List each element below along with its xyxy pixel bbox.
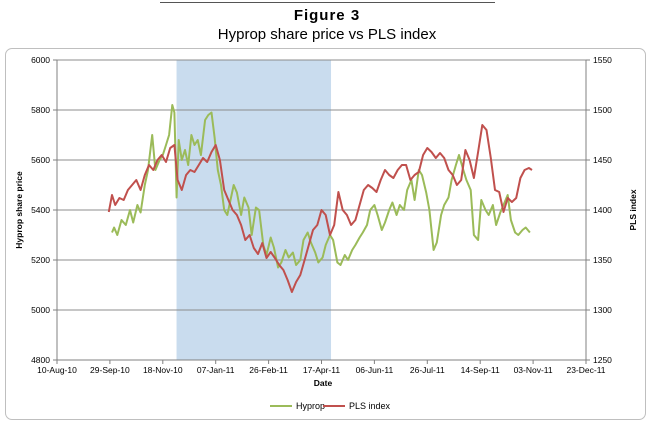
y2-tick-label: 1250 (593, 355, 612, 365)
series-line-pls-index (107, 124, 533, 293)
x-tick-label: 18-Nov-10 (143, 365, 183, 375)
figure-label: Figure 3 (293, 7, 361, 24)
legend: Hyprop PLS index (270, 401, 391, 411)
y-tick-label: 5000 (31, 305, 50, 315)
x-tick-label: 03-Nov-11 (514, 365, 553, 375)
y2-tick-label: 1350 (593, 255, 612, 265)
y-tick-label: 5200 (31, 255, 50, 265)
series-layer (107, 104, 533, 293)
y2-tick-label: 1550 (593, 55, 612, 65)
x-tick-label: 14-Sep-11 (461, 365, 500, 375)
x-tick-label: 26-Jul-11 (410, 365, 445, 375)
chart-title: Hyprop share price vs PLS index (217, 26, 437, 43)
y-tick-label: 5400 (31, 205, 50, 215)
x-tick-label: 10-Aug-10 (37, 365, 77, 375)
top-rule (160, 2, 495, 3)
tick-layer: 4800 5000 5200 5400 5600 5800 6000 1250 1300 1350… (31, 55, 612, 375)
y2-tick-label: 1300 (593, 305, 612, 315)
y2-tick-label: 1500 (593, 105, 612, 115)
y2-tick-label: 1400 (593, 205, 612, 215)
y-tick-label: 5800 (31, 105, 50, 115)
legend-label: Hyprop (296, 401, 325, 411)
x-axis-title: Date (314, 378, 333, 388)
chart-frame (5, 48, 646, 420)
y-axis-title: Hyprop share price (14, 171, 24, 249)
legend-label: PLS index (349, 401, 391, 411)
x-tick-label: 26-Feb-11 (249, 365, 288, 375)
x-tick-label: 23-Dec-11 (566, 365, 605, 375)
y-tick-label: 6000 (31, 55, 50, 65)
y-tick-label: 4800 (31, 355, 50, 365)
x-tick-label: 17-Apr-11 (303, 365, 340, 375)
series-line-hyprop (111, 104, 531, 269)
y2-tick-label: 1450 (593, 155, 612, 165)
grid-layer (57, 59, 586, 311)
x-tick-label: 07-Jan-11 (197, 365, 235, 375)
x-tick-label: 06-Jun-11 (356, 365, 394, 375)
x-tick-label: 29-Sep-10 (90, 365, 130, 375)
y-tick-label: 5600 (31, 155, 50, 165)
y2-axis-title: PLS index (628, 189, 638, 230)
